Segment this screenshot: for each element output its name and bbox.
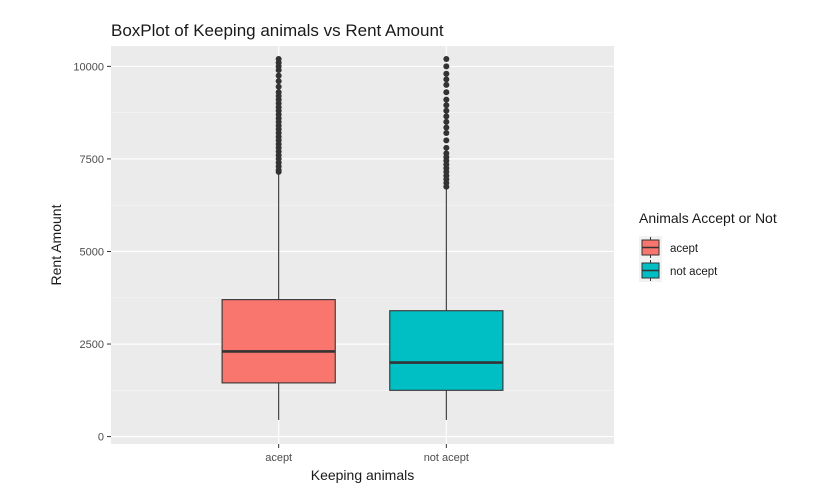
outlier-point xyxy=(443,63,450,70)
y-tick-label: 10000 xyxy=(73,61,104,73)
legend-label: not acept xyxy=(670,266,718,278)
outlier-point xyxy=(443,89,450,96)
outlier-point xyxy=(275,78,282,85)
outlier-point xyxy=(275,83,282,90)
axes: 0 2500 5000 7500 10000 acept not acept xyxy=(73,61,469,464)
box-group-acept xyxy=(221,55,336,420)
box-marks xyxy=(221,55,504,420)
outlier-point xyxy=(275,72,282,79)
outlier-point xyxy=(443,102,450,109)
y-tick-label: 2500 xyxy=(80,339,104,351)
outlier-point xyxy=(443,96,450,103)
outlier-point xyxy=(443,81,450,88)
box-iqr xyxy=(221,299,336,384)
outlier-point xyxy=(443,137,450,144)
outlier-point xyxy=(275,89,282,96)
box-iqr xyxy=(389,310,504,391)
x-axis-title: Keeping animals xyxy=(311,467,415,483)
x-tick-label: acept xyxy=(265,452,292,464)
outlier-point xyxy=(443,150,450,157)
box-group-not-acept xyxy=(389,55,504,420)
outlier-point xyxy=(443,113,450,120)
plot-panel xyxy=(111,46,614,444)
outlier-point xyxy=(443,124,450,131)
outlier-point xyxy=(443,76,450,83)
outlier-point xyxy=(443,144,450,151)
x-tick-label: not acept xyxy=(424,452,469,464)
outlier-point xyxy=(443,130,450,137)
legend: Animals Accept or Not acept not acept xyxy=(639,210,777,282)
legend-key-acept xyxy=(639,236,662,259)
legend-label: acept xyxy=(670,243,699,255)
legend-title: Animals Accept or Not xyxy=(639,210,777,226)
outlier-point xyxy=(443,118,450,125)
y-tick-label: 7500 xyxy=(80,154,104,166)
outlier-point xyxy=(443,55,450,62)
y-axis-title: Rent Amount xyxy=(48,204,64,285)
outlier-point xyxy=(275,55,282,62)
legend-key-not-acept xyxy=(639,259,662,282)
chart-title: BoxPlot of Keeping animals vs Rent Amoun… xyxy=(111,21,444,40)
outlier-point xyxy=(443,107,450,114)
y-tick-label: 5000 xyxy=(80,246,104,258)
outlier-point xyxy=(443,70,450,77)
y-tick-label: 0 xyxy=(98,432,104,444)
